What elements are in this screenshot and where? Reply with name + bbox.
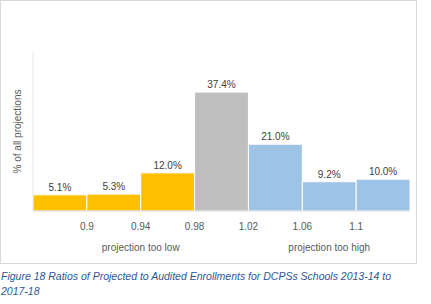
x-axis bbox=[33, 211, 410, 212]
data-label: 5.1% bbox=[49, 182, 72, 193]
x-tick-label: 0.94 bbox=[131, 221, 151, 232]
bar bbox=[33, 195, 87, 211]
data-label: 12.0% bbox=[153, 160, 181, 171]
annotation: projection too low bbox=[102, 242, 181, 253]
x-tick-label: 1.02 bbox=[239, 221, 259, 232]
x-tick-label: 0.9 bbox=[80, 221, 94, 232]
x-tick-label: 1.1 bbox=[349, 221, 363, 232]
bar bbox=[87, 194, 141, 211]
chart-frame bbox=[1, 1, 417, 264]
caption: Figure 18 Ratios of Projected to Audited… bbox=[0, 270, 391, 297]
bars bbox=[33, 92, 410, 211]
data-label: 21.0% bbox=[261, 131, 289, 142]
bar bbox=[356, 179, 410, 211]
data-label: 37.4% bbox=[207, 79, 235, 90]
data-label: 10.0% bbox=[369, 166, 397, 177]
x-tick-label: 0.98 bbox=[185, 221, 205, 232]
data-label: 5.3% bbox=[102, 181, 125, 192]
chart: 5.1% 5.3% 12.0% 37.4% 21.0% 9.2% 10.0% 0.9 0.94 0… bbox=[0, 0, 431, 304]
bar bbox=[141, 173, 195, 211]
data-label: 9.2% bbox=[318, 169, 341, 180]
x-tick-label: 1.06 bbox=[293, 221, 313, 232]
bar bbox=[195, 92, 249, 211]
y-axis-label: % of all projections bbox=[12, 90, 23, 174]
bar bbox=[302, 182, 356, 211]
y-axis bbox=[33, 52, 34, 211]
annotation: projection too high bbox=[288, 242, 370, 253]
bar bbox=[248, 144, 302, 211]
